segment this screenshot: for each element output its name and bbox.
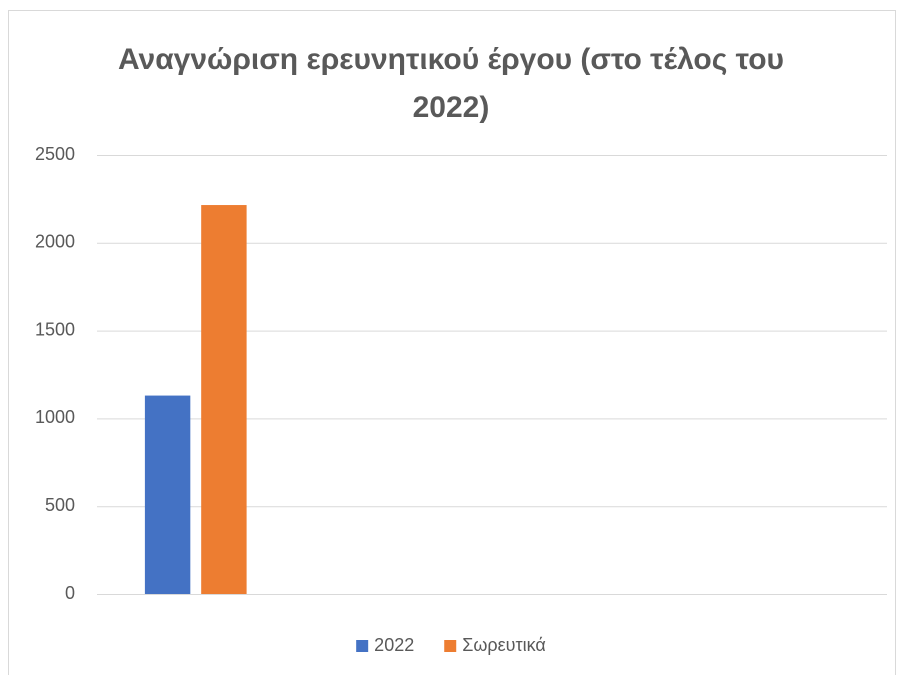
y-tick-label: 0 bbox=[65, 583, 75, 603]
chart-title: Αναγνώριση ερευνητικού έργου (στο τέλος … bbox=[117, 43, 785, 124]
legend-label: Σωρευτικά bbox=[462, 635, 546, 655]
bar bbox=[201, 205, 247, 594]
y-tick-label: 1500 bbox=[35, 319, 75, 339]
legend-swatch bbox=[356, 640, 369, 652]
y-tick-label: 2000 bbox=[35, 232, 75, 252]
legend-swatch bbox=[444, 640, 457, 652]
legend-item: 2022 bbox=[356, 635, 414, 655]
y-tick-label: 1000 bbox=[35, 407, 75, 427]
bar bbox=[144, 395, 191, 594]
y-tick-label: 2500 bbox=[35, 144, 75, 164]
y-tick-label: 500 bbox=[45, 495, 75, 515]
legend-label: 2022 bbox=[374, 635, 414, 655]
legend-item: Σωρευτικά bbox=[444, 635, 546, 655]
